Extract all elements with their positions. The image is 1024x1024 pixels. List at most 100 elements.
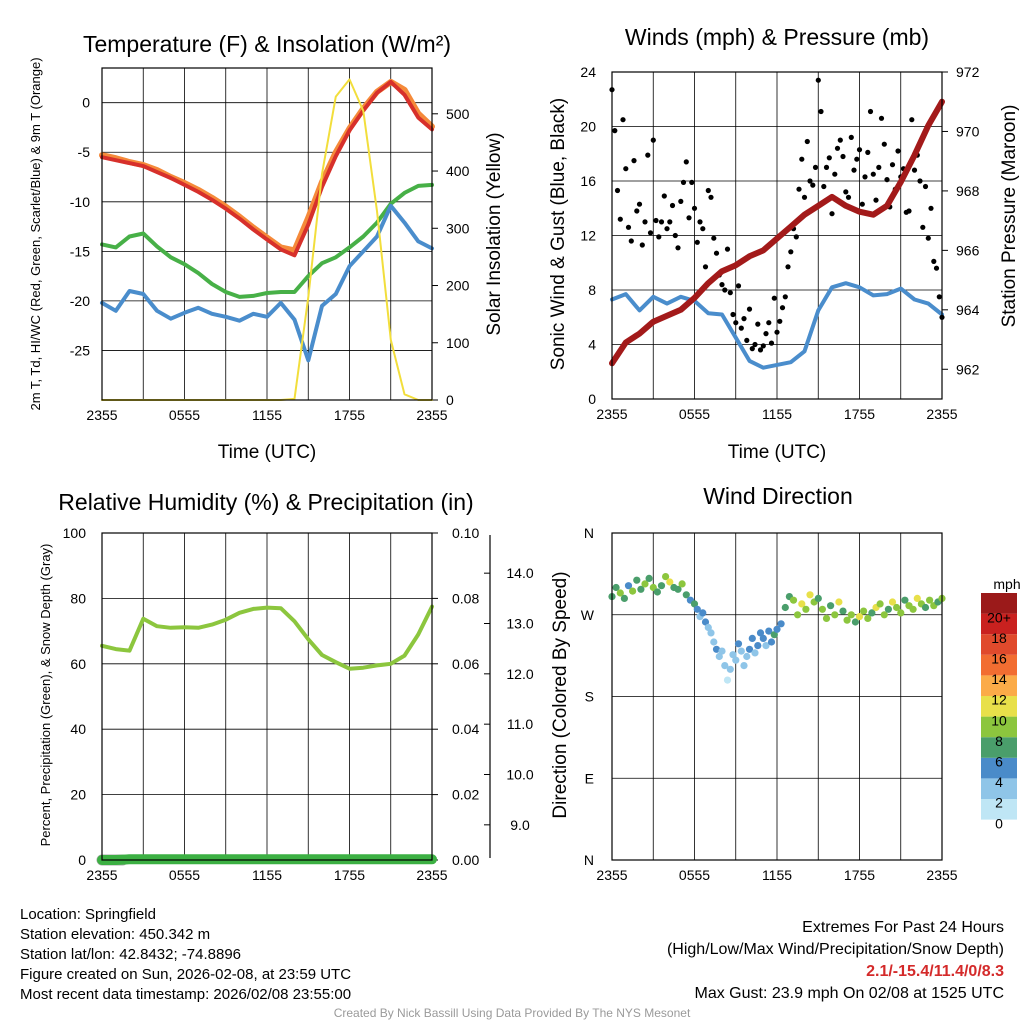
- wind-gust-point: [865, 149, 871, 155]
- wdir-point: [712, 645, 721, 653]
- wind-gust-point: [851, 167, 857, 173]
- wdir-point: [662, 573, 670, 581]
- wdir-point: [629, 587, 637, 595]
- wdir-point: [690, 600, 699, 608]
- wdir-point: [851, 618, 860, 626]
- wind-gust-point: [650, 137, 656, 143]
- wind-gust-point: [667, 219, 673, 225]
- wind-gust-point: [793, 234, 799, 240]
- wind-gust-point: [837, 137, 843, 143]
- wdir-point: [884, 605, 893, 613]
- temp-x-tick: 2355: [86, 407, 117, 423]
- wdir-y-tick: E: [585, 770, 594, 786]
- pressure-y-tick: 962: [956, 361, 980, 377]
- wind-x-tick: 0555: [679, 406, 710, 422]
- wdir-point: [674, 585, 682, 593]
- rh-x-tick: 1755: [334, 867, 365, 883]
- wdir-point: [729, 651, 737, 659]
- rh-x-tick: 1155: [252, 867, 282, 883]
- wdir-point: [754, 642, 762, 650]
- wind-gust-point: [922, 183, 929, 190]
- wdir-point: [789, 596, 798, 604]
- wdir-point: [855, 613, 864, 621]
- wind-gust-point: [815, 77, 821, 83]
- extremes-summary: Extremes For Past 24 Hours (High/Low/Max…: [667, 917, 1004, 1005]
- wdir-point: [748, 634, 756, 643]
- wind-gust-point: [678, 198, 684, 204]
- wind-gust-point: [812, 164, 819, 170]
- max-gust: Max Gust: 23.9 mph On 02/08 at 1525 UTC: [694, 985, 1005, 1002]
- wdir-point: [762, 642, 770, 650]
- wind-gust-point: [625, 224, 632, 230]
- wind-gust-point: [801, 194, 808, 200]
- legend-label: 14: [991, 671, 1007, 687]
- wind-gust-point: [658, 219, 665, 225]
- wdir-point: [847, 611, 855, 619]
- legend-title: mph: [993, 576, 1020, 592]
- precip-y-tick: 0.00: [452, 852, 479, 868]
- pressure-y-tick: 968: [956, 183, 980, 199]
- wind-gust-point: [920, 224, 926, 230]
- wdir-point: [751, 649, 759, 657]
- wdir-point: [678, 580, 686, 588]
- pressure-y-label: Station Pressure (Maroon): [999, 105, 1020, 328]
- wdir-point: [726, 665, 734, 673]
- wind-gust-point: [752, 341, 758, 348]
- wind-y-tick: 16: [580, 173, 596, 189]
- wind-gust-point: [675, 245, 681, 251]
- wind-gust-point: [727, 290, 733, 296]
- rh-y-tick: 20: [70, 787, 86, 803]
- figure-created: Figure created on Sun, 2026-02-08, at 23…: [20, 966, 352, 983]
- rh-y-label: Percent, Precipitation (Green), & Snow D…: [38, 544, 53, 847]
- wind-gust-point: [647, 230, 654, 236]
- legend-swatch: [981, 675, 1017, 696]
- legend-swatch: [981, 757, 1017, 779]
- legend-label: 20+: [987, 609, 1011, 625]
- wind-gust-point: [730, 311, 736, 318]
- insolation-y-tick: 0: [446, 392, 454, 408]
- wind-gust-point: [612, 128, 618, 134]
- snow-y-tick: 11.0: [507, 716, 533, 732]
- wdir-y-tick: S: [585, 689, 594, 705]
- wdir-point: [926, 596, 934, 604]
- wdir-point: [637, 585, 645, 593]
- wind-gust-point: [702, 264, 709, 270]
- temp-y-label: 2m T, Td, HI/WC (Red, Green, Scarlet/Blu…: [28, 57, 43, 410]
- wdir-x-tick: 0555: [679, 867, 710, 883]
- rh-y-tick: 60: [70, 656, 86, 672]
- wind-gust-point: [856, 147, 863, 153]
- wind-gust-point: [799, 156, 805, 162]
- legend-swatch: [981, 696, 1017, 717]
- wdir-point: [864, 614, 872, 623]
- legend-swatch: [981, 778, 1017, 799]
- wind-gust-point: [771, 295, 777, 301]
- wind-gust-point: [636, 201, 643, 207]
- legend-label: 10: [991, 712, 1007, 728]
- rh-series-humidity: [100, 604, 434, 671]
- wdir-point: [756, 629, 765, 637]
- wind-gust-point: [796, 186, 802, 192]
- temp-series-2m-t: [100, 79, 434, 258]
- wdir-x-tick: 1755: [844, 867, 875, 883]
- wdir-point: [794, 611, 802, 619]
- wind-gust-point: [738, 325, 744, 331]
- temp-series-hi-wc: [100, 203, 434, 363]
- wdir-point: [901, 596, 909, 604]
- rh-y-tick: 80: [70, 590, 86, 606]
- wind-gust-point: [881, 141, 887, 147]
- wdir-plot-frame: [611, 532, 943, 861]
- temp-title: Temperature (F) & Insolation (W/m²): [83, 31, 451, 57]
- wdir-point: [843, 616, 851, 624]
- wind-gust-point: [744, 337, 750, 343]
- wdir-point: [620, 594, 629, 603]
- wind-y-tick: 4: [588, 337, 596, 353]
- wdir-point: [814, 594, 822, 603]
- legend-label: 16: [991, 651, 1007, 667]
- rh-x-tick: 2355: [416, 867, 447, 883]
- legend-swatch: [981, 716, 1017, 738]
- wind-gust-point: [895, 148, 901, 154]
- legend-swatch: [981, 799, 1017, 820]
- temp-y-tick: -20: [70, 293, 90, 309]
- wdir-point: [765, 627, 773, 635]
- insolation-y-tick: 500: [446, 106, 470, 122]
